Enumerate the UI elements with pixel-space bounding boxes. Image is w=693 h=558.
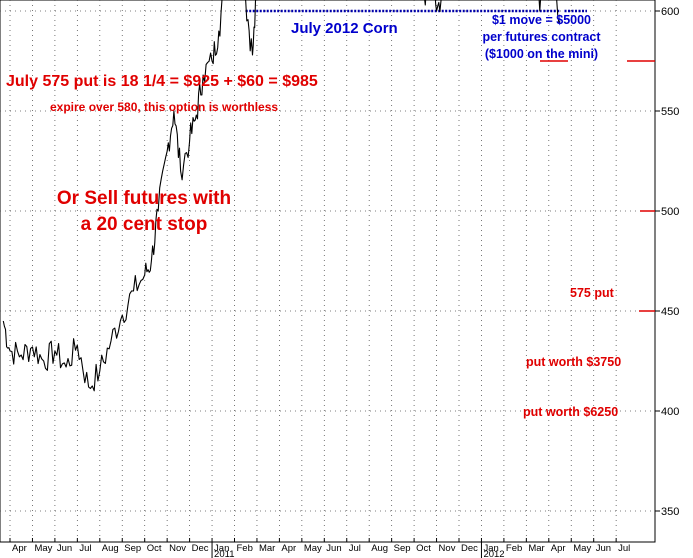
x-tick-label: Oct (147, 543, 162, 554)
x-tick-label: Feb (237, 543, 253, 554)
chart-title: July 2012 Corn (291, 20, 398, 37)
price-series (2, 0, 561, 392)
x-tick-label: Aug (371, 543, 388, 554)
x-tick-label: May (304, 543, 322, 554)
x-tick-label: May (34, 543, 52, 554)
x-tick-label: Jul (349, 543, 361, 554)
contract-note-line-3: ($1000 on the mini) (484, 47, 599, 61)
x-tick-label: Apr (551, 543, 566, 554)
x-tick-label: Nov (169, 543, 186, 554)
contract-note-line-2: per futures contract (482, 30, 601, 44)
x-tick-label: Mar (259, 543, 275, 554)
x-tick-label: Sep (124, 543, 141, 554)
x-tick-label: Jan (214, 543, 229, 554)
x-tick-label: Dec (461, 543, 478, 554)
x-tick-label: Jun (57, 543, 72, 554)
expire-note: expire over 580, this option is worthles… (50, 100, 279, 114)
x-tick-label: Dec (192, 543, 209, 554)
sell-note-line-1: Or Sell futures with (56, 188, 232, 209)
x-tick-label: Jun (326, 543, 341, 554)
x-tick-label: Mar (528, 543, 544, 554)
corn-price-line (2, 0, 561, 392)
contract-note: $1 move = $5000 per futures contract ($1… (454, 12, 629, 63)
put-575-label: 575 put (570, 286, 614, 300)
y-tick-label: 600 (661, 6, 679, 18)
y-axis: 350400450500550600650700750800850 (655, 6, 679, 518)
plot-frame (0, 0, 656, 543)
x-tick-label: Aug (102, 543, 119, 554)
sell-futures-note: Or Sell futures with a 20 cent stop (48, 186, 240, 238)
x-tick-label: Jan (483, 543, 498, 554)
sell-note-line-2: a 20 cent stop (80, 214, 208, 235)
x-tick-label: Oct (416, 543, 431, 554)
put-3750-label: put worth $3750 (526, 355, 622, 369)
x-tick-label: Sep (394, 543, 411, 554)
x-tick-label: Jun (596, 543, 611, 554)
y-tick-label: 400 (661, 406, 679, 418)
level-markers (540, 60, 655, 312)
x-tick-label: Jul (618, 543, 630, 554)
x-axis: Apr May Jun Jul Aug Sep Oct Nov Dec Jan Feb Mar Apr M… (9, 538, 630, 558)
contract-note-line-1: $1 move = $5000 (491, 13, 592, 27)
x-tick-label: May (573, 543, 591, 554)
x-tick-label: Nov (439, 543, 456, 554)
grid (0, 0, 655, 542)
x-tick-label: Feb (506, 543, 522, 554)
year-label: 2011 (214, 549, 234, 558)
x-tick-label: Jul (79, 543, 91, 554)
y-tick-label: 500 (661, 206, 679, 218)
x-tick-label: Apr (281, 543, 296, 554)
y-tick-label: 450 (661, 306, 679, 318)
put-6250-label: put worth $6250 (523, 405, 619, 419)
y-tick-label: 350 (661, 506, 679, 518)
put-cost-note: July 575 put is 18 1/4 = $925 + $60 = $9… (6, 73, 318, 90)
x-tick-label: Apr (12, 543, 27, 554)
y-tick-label: 550 (661, 106, 679, 118)
year-label: 2012 (483, 549, 504, 558)
